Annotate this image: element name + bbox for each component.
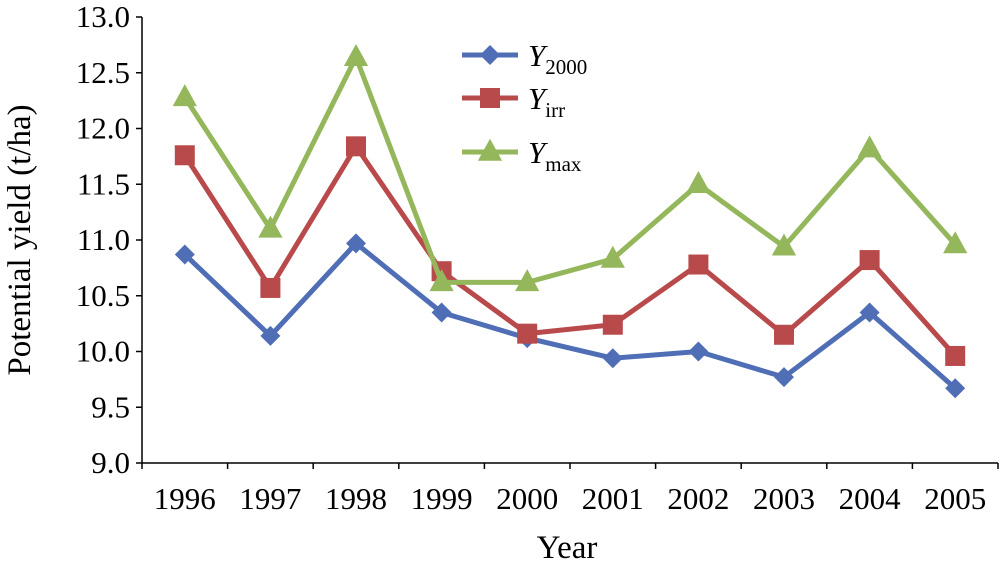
- y-tick-label: 10.5: [76, 278, 130, 313]
- data-point-irr: [859, 250, 880, 271]
- legend-marker: [480, 45, 500, 65]
- series-line-2000: [183, 239, 957, 391]
- data-point-max: [343, 43, 369, 66]
- y-tick-label: 11.0: [77, 222, 130, 257]
- x-tick-label: 1997: [239, 481, 301, 516]
- data-point-irr: [346, 136, 366, 157]
- legend-label: Y2000: [528, 38, 587, 79]
- y-tick-label: 13.0: [76, 0, 130, 34]
- data-point-max: [258, 215, 283, 238]
- data-point-max: [172, 84, 197, 107]
- legend-item-2000: Y2000: [462, 38, 587, 79]
- data-point-irr: [517, 323, 538, 344]
- data-point-2000: [346, 233, 366, 254]
- data-point-irr: [602, 314, 623, 335]
- legend-subscript: irr: [545, 98, 565, 122]
- series-layer: [172, 43, 968, 399]
- data-point-irr: [688, 254, 709, 275]
- y-tick-label: 10.0: [76, 334, 130, 369]
- series-line-irr: [182, 141, 958, 358]
- series-max: [172, 43, 968, 292]
- data-point-max: [771, 233, 797, 256]
- data-point-2000: [945, 378, 966, 399]
- series-2000: [174, 233, 966, 399]
- data-point-irr: [774, 324, 794, 345]
- data-point-irr: [945, 345, 966, 366]
- legend-marker: [480, 88, 500, 108]
- x-tick-label: 2003: [753, 481, 815, 516]
- data-point-irr: [174, 145, 195, 166]
- legend-marker: [477, 138, 503, 161]
- y-tick-label: 12.5: [76, 55, 130, 90]
- x-tick-label: 2005: [924, 481, 986, 516]
- y-tick-label: 9.5: [91, 389, 130, 424]
- data-point-irr: [260, 277, 281, 298]
- series-line-max: [182, 50, 958, 285]
- x-tick-label: 2004: [839, 481, 902, 516]
- x-axis-ticks: 1996 1997 1998 1999 2000 2001 2002 2003 2004 2005: [141, 463, 999, 516]
- legend-subscript: max: [545, 152, 582, 176]
- data-point-max: [943, 231, 968, 254]
- legend-label: Ymax: [528, 135, 582, 176]
- data-point-max: [600, 245, 625, 268]
- data-point-2000: [260, 325, 281, 346]
- data-point-2000: [688, 341, 709, 362]
- x-tick-label: 1998: [325, 481, 387, 516]
- y-axis-ticks: 9.0 9.5 10.0 10.5 11.0 11.5 12.0 12.5 13.0: [76, 0, 142, 480]
- y-tick-label: 9.0: [91, 445, 130, 480]
- data-point-2000: [859, 302, 880, 323]
- x-tick-label: 1999: [411, 481, 473, 516]
- data-point-max: [857, 135, 882, 158]
- data-point-max: [515, 269, 540, 292]
- data-point-2000: [774, 367, 794, 388]
- x-tick-label: 1996: [154, 481, 216, 516]
- legend-item-max: Ymax: [462, 135, 582, 176]
- y-tick-label: 12.0: [76, 111, 130, 146]
- legend-item-irr: Yirr: [462, 81, 565, 122]
- x-tick-label: 2000: [496, 481, 558, 516]
- data-point-max: [429, 269, 454, 292]
- x-axis-title: Year: [537, 530, 598, 564]
- legend-label: Yirr: [528, 81, 565, 122]
- data-point-max: [686, 171, 711, 194]
- data-point-2000: [602, 348, 623, 369]
- series-irr: [174, 136, 966, 366]
- y-tick-label: 11.5: [77, 166, 130, 201]
- x-tick-label: 2001: [582, 481, 644, 516]
- y-axis-title: Potential yield (t/ha): [2, 104, 38, 375]
- legend-subscript: 2000: [545, 55, 587, 79]
- data-point-2000: [174, 244, 195, 265]
- data-point-2000: [431, 302, 452, 323]
- axes: [141, 17, 998, 464]
- x-tick-label: 2002: [667, 481, 729, 516]
